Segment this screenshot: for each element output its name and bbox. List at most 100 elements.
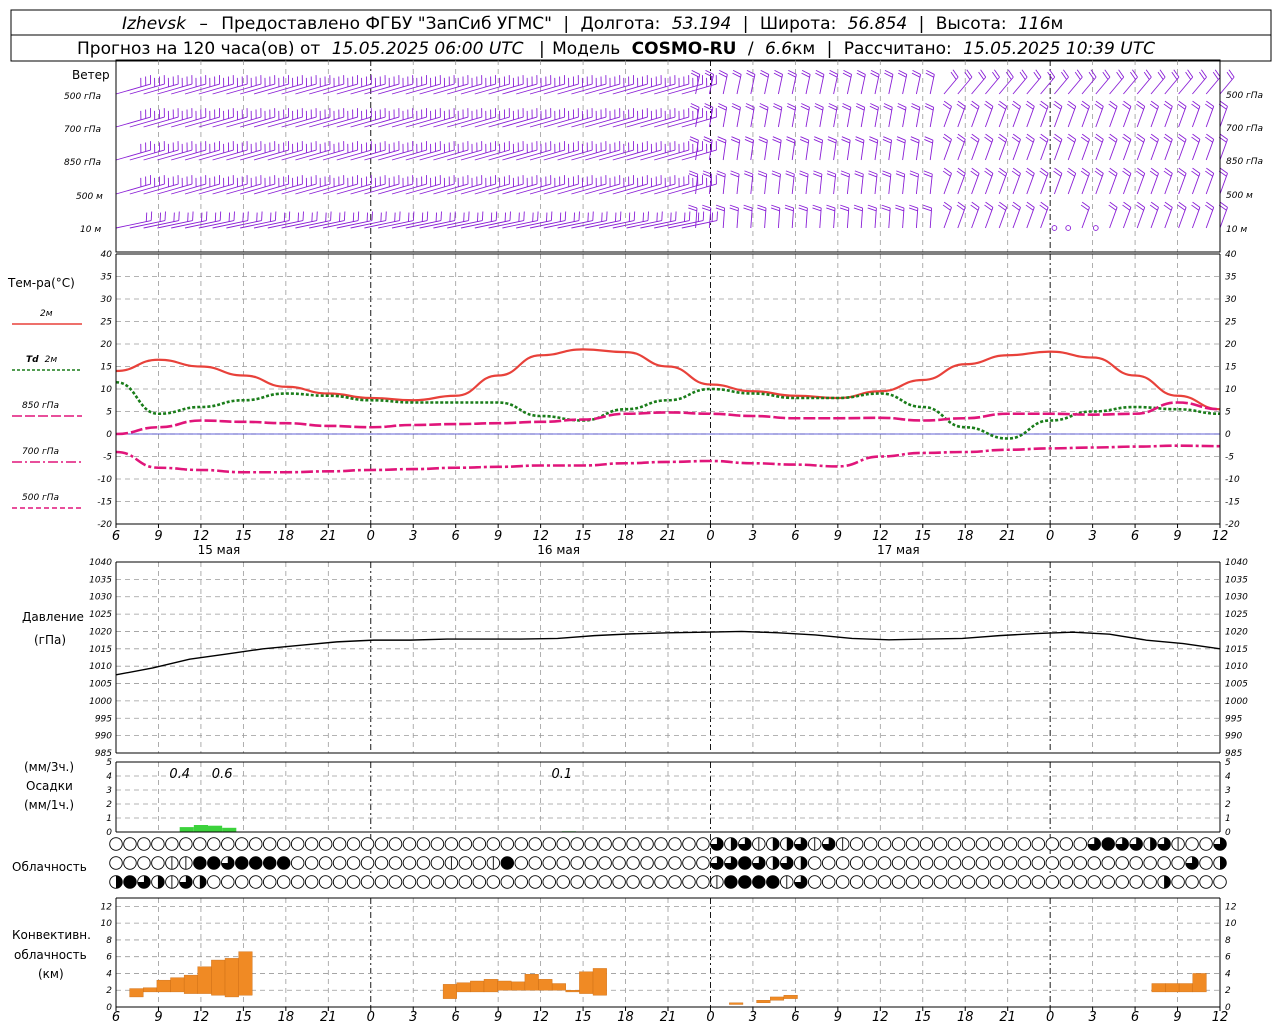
barb-staff [777, 208, 781, 229]
precip-ylabel-1: (мм/3ч.) [24, 760, 74, 774]
y-tick-label-right: 990 [1225, 732, 1242, 742]
wind-barb-icon [626, 175, 662, 195]
cloud-circle [556, 837, 570, 851]
cloud-circle [528, 875, 542, 889]
wind-barb-icon [839, 204, 850, 229]
cloud-cover-0-icon [905, 837, 920, 851]
barb-feather [1095, 100, 1104, 107]
barb-staff [722, 107, 728, 128]
barb-staff [129, 83, 165, 95]
wind-barb-icon [585, 211, 622, 229]
wind-barb-icon [309, 141, 345, 161]
barb-feather [1040, 167, 1049, 174]
barb-feather [801, 69, 811, 75]
barb-feather [746, 69, 756, 75]
legend-t500-label: 500 гПа [22, 493, 59, 503]
barb-staff [557, 116, 593, 128]
barb-staff [585, 149, 620, 161]
wind-barb-icon [571, 141, 607, 161]
cloud-cover-4-icon [500, 856, 515, 870]
wind-level-label-right: 10 м [1226, 225, 1247, 235]
barb-feather [1192, 133, 1201, 140]
barb-staff [1164, 106, 1173, 128]
barb-feather [1012, 167, 1021, 174]
barb-feather [757, 204, 767, 209]
barb-staff [253, 183, 289, 195]
barb-feather [1178, 100, 1187, 107]
wind-barb-icon [1067, 100, 1077, 128]
precip-ylabel-2: Осадки [26, 779, 73, 793]
cloud-circle [1031, 856, 1046, 870]
cloud-title: Облачность [12, 860, 87, 874]
barb-feather [1090, 69, 1097, 78]
y-tick-label-right: 0 [1225, 430, 1231, 440]
barb-staff [129, 149, 165, 161]
barb-staff [1095, 106, 1104, 128]
barb-staff [971, 106, 980, 128]
x-tick-label: 0 [367, 1010, 375, 1024]
wind-barb-icon [1163, 100, 1173, 128]
cloud-circle [332, 875, 347, 889]
cloud-circle [444, 875, 459, 889]
cloud-three-quarter [1157, 837, 1171, 851]
wind-barb-icon [1053, 133, 1063, 161]
barb-staff [253, 116, 289, 128]
wind-barb-icon [717, 103, 728, 128]
barb-feather [882, 170, 892, 175]
cloud-cover-0-icon [1101, 856, 1115, 870]
barb-feather [1123, 100, 1132, 107]
wind-barb-icon [240, 75, 276, 95]
barb-staff [654, 116, 689, 128]
wind-barb-icon [984, 201, 994, 229]
wind-barb-icon [405, 141, 441, 161]
barb-feather [999, 201, 1007, 208]
x-tick-label: 6 [112, 529, 120, 544]
barb-staff [722, 208, 726, 229]
wind-barb-icon [869, 103, 879, 128]
cloud-circle [290, 856, 305, 870]
cloud-cover-0-icon [346, 875, 361, 889]
cloud-circle [486, 837, 501, 851]
barb-staff [543, 83, 579, 95]
barb-staff [1150, 76, 1166, 95]
cloud-circle [430, 875, 445, 889]
barb-feather [770, 207, 780, 212]
barb-staff [1205, 173, 1215, 195]
cloud-circle [905, 837, 920, 851]
barb-staff [1178, 139, 1187, 161]
barb-feather [702, 170, 712, 175]
barb-staff [571, 83, 607, 95]
barb-staff [557, 149, 593, 161]
barb-staff [971, 76, 987, 95]
wind-barb-icon [115, 211, 153, 229]
barb-feather [882, 173, 891, 178]
cloud-cover-2-icon [766, 856, 780, 870]
cloud-cover-0-icon [863, 837, 878, 851]
cloud-cover-0-icon [961, 837, 976, 851]
x-tick-label: 9 [1173, 529, 1181, 544]
cloud-cover-0-icon [1045, 856, 1060, 870]
barb-feather [1081, 167, 1090, 174]
barb-staff [336, 83, 372, 95]
barb-staff [322, 116, 358, 128]
barb-feather [1011, 204, 1020, 211]
barb-staff [585, 83, 620, 95]
barb-staff [336, 149, 372, 161]
cloud-circle [905, 856, 920, 870]
wind-barb-icon [882, 136, 893, 161]
barb-staff [833, 74, 839, 95]
barb-staff [1123, 76, 1138, 95]
y-tick-label-left: 1010 [89, 662, 112, 672]
barb-staff [502, 220, 538, 229]
barb-feather [1025, 103, 1034, 110]
barb-staff [364, 83, 400, 95]
cloud-cover-0-icon [668, 875, 682, 889]
wind-barb-icon [598, 108, 635, 128]
cloud-cover-4-icon [248, 856, 263, 870]
barb-feather [1109, 167, 1118, 174]
wind-barb-icon [956, 100, 966, 128]
date-label: 16 мая [537, 543, 580, 557]
barb-staff [253, 220, 290, 229]
barb-staff [529, 83, 565, 95]
cloud-circle [919, 875, 934, 889]
